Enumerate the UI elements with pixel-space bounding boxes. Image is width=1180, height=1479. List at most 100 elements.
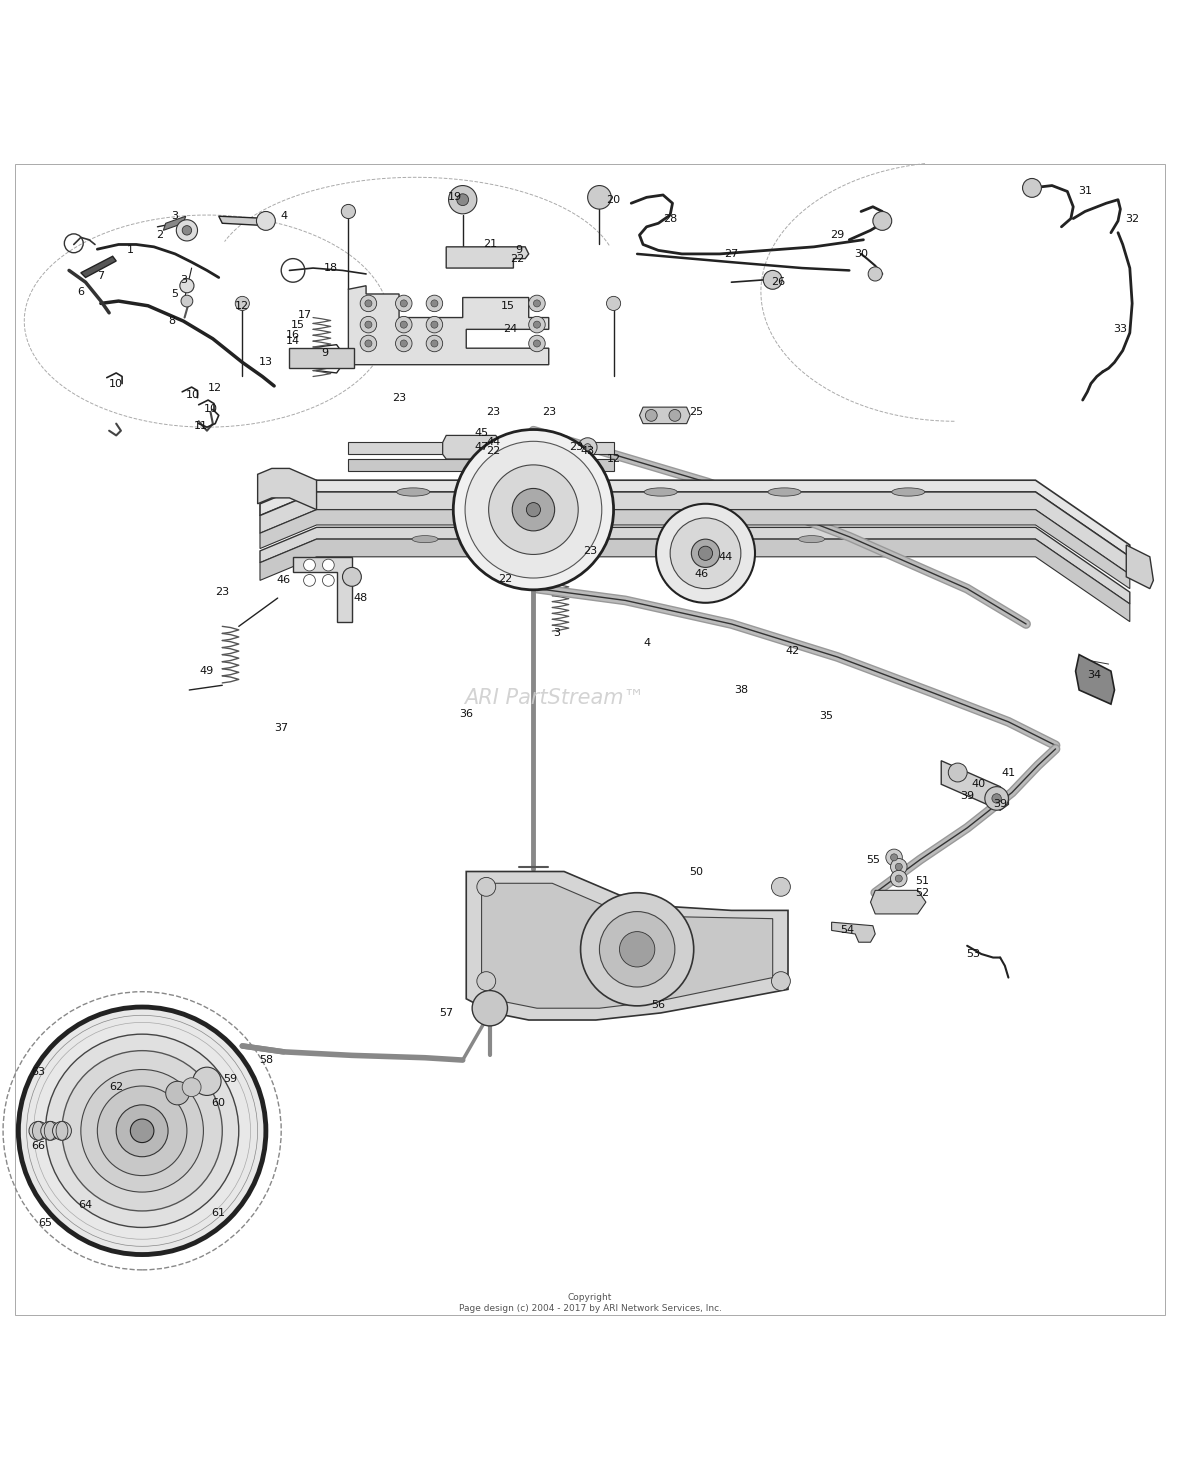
Text: 5: 5 xyxy=(171,288,178,299)
Text: 45: 45 xyxy=(474,427,489,438)
Circle shape xyxy=(395,296,412,312)
Text: 14: 14 xyxy=(286,336,300,346)
Polygon shape xyxy=(260,540,1129,621)
Circle shape xyxy=(477,972,496,991)
Text: 34: 34 xyxy=(1088,670,1101,680)
Circle shape xyxy=(426,336,442,352)
Text: 63: 63 xyxy=(32,1066,45,1077)
Text: 46: 46 xyxy=(276,575,290,586)
Circle shape xyxy=(533,340,540,348)
Text: 4: 4 xyxy=(643,637,650,648)
Circle shape xyxy=(891,853,898,861)
Text: 22: 22 xyxy=(486,445,500,456)
Text: 18: 18 xyxy=(323,263,337,274)
Text: 22: 22 xyxy=(510,253,524,263)
Circle shape xyxy=(53,1121,72,1140)
Text: 41: 41 xyxy=(1002,768,1016,778)
Ellipse shape xyxy=(45,1121,57,1140)
Circle shape xyxy=(992,794,1002,803)
Text: 9: 9 xyxy=(516,246,523,256)
Circle shape xyxy=(360,336,376,352)
Text: 46: 46 xyxy=(695,569,709,580)
Circle shape xyxy=(431,340,438,348)
Circle shape xyxy=(365,340,372,348)
Text: 31: 31 xyxy=(1079,186,1092,197)
Circle shape xyxy=(691,540,720,568)
Text: 42: 42 xyxy=(786,646,800,657)
Text: 39: 39 xyxy=(961,791,975,802)
Circle shape xyxy=(235,296,249,311)
Text: 62: 62 xyxy=(109,1083,123,1092)
Polygon shape xyxy=(260,481,1129,556)
Circle shape xyxy=(341,204,355,219)
Text: 53: 53 xyxy=(966,950,981,958)
Polygon shape xyxy=(942,760,1009,810)
Polygon shape xyxy=(218,216,274,226)
Text: 60: 60 xyxy=(211,1097,225,1108)
Text: 55: 55 xyxy=(866,855,880,865)
Text: 28: 28 xyxy=(663,213,677,223)
Circle shape xyxy=(182,1078,201,1096)
Polygon shape xyxy=(260,493,1129,574)
Ellipse shape xyxy=(520,488,553,495)
Circle shape xyxy=(533,321,540,328)
Text: 43: 43 xyxy=(581,445,595,456)
Text: 54: 54 xyxy=(840,926,854,935)
Circle shape xyxy=(529,296,545,312)
Polygon shape xyxy=(446,247,529,268)
Text: 15: 15 xyxy=(500,300,514,311)
Circle shape xyxy=(477,877,496,896)
Polygon shape xyxy=(442,435,502,458)
Polygon shape xyxy=(871,890,926,914)
Circle shape xyxy=(179,278,194,293)
Text: 25: 25 xyxy=(689,407,703,417)
Text: 32: 32 xyxy=(1125,213,1139,223)
Circle shape xyxy=(512,488,555,531)
Text: 23: 23 xyxy=(569,442,583,453)
Text: 10: 10 xyxy=(185,390,199,401)
Text: 15: 15 xyxy=(290,319,304,330)
Circle shape xyxy=(81,1069,203,1192)
Text: 39: 39 xyxy=(994,799,1008,809)
Text: 16: 16 xyxy=(286,330,300,340)
Circle shape xyxy=(526,503,540,516)
Circle shape xyxy=(303,559,315,571)
Text: 9: 9 xyxy=(321,348,328,358)
Circle shape xyxy=(181,296,192,308)
Circle shape xyxy=(529,317,545,333)
Circle shape xyxy=(322,574,334,586)
Circle shape xyxy=(431,321,438,328)
Polygon shape xyxy=(348,458,614,470)
Polygon shape xyxy=(481,883,773,1009)
Text: 64: 64 xyxy=(79,1199,92,1210)
Text: 2: 2 xyxy=(156,231,163,240)
Text: 47: 47 xyxy=(474,442,489,453)
Text: 30: 30 xyxy=(854,248,868,259)
Text: 8: 8 xyxy=(168,317,175,325)
Circle shape xyxy=(891,858,907,876)
Ellipse shape xyxy=(799,535,825,543)
Circle shape xyxy=(365,300,372,308)
Circle shape xyxy=(453,429,614,590)
Polygon shape xyxy=(1076,655,1114,704)
Circle shape xyxy=(620,932,655,967)
Circle shape xyxy=(896,876,903,881)
Circle shape xyxy=(873,211,892,231)
Circle shape xyxy=(529,336,545,352)
Text: 37: 37 xyxy=(274,723,288,732)
Circle shape xyxy=(256,211,275,231)
Text: 23: 23 xyxy=(392,393,406,402)
Text: 17: 17 xyxy=(297,311,312,319)
Ellipse shape xyxy=(892,488,925,495)
Circle shape xyxy=(426,317,442,333)
Text: 51: 51 xyxy=(916,876,930,886)
Circle shape xyxy=(949,763,968,782)
Polygon shape xyxy=(81,256,116,278)
Polygon shape xyxy=(1126,546,1153,589)
Circle shape xyxy=(360,296,376,312)
Text: 61: 61 xyxy=(211,1208,225,1219)
Circle shape xyxy=(342,568,361,586)
Text: 20: 20 xyxy=(607,195,621,204)
Text: 6: 6 xyxy=(78,287,84,297)
Circle shape xyxy=(431,300,438,308)
